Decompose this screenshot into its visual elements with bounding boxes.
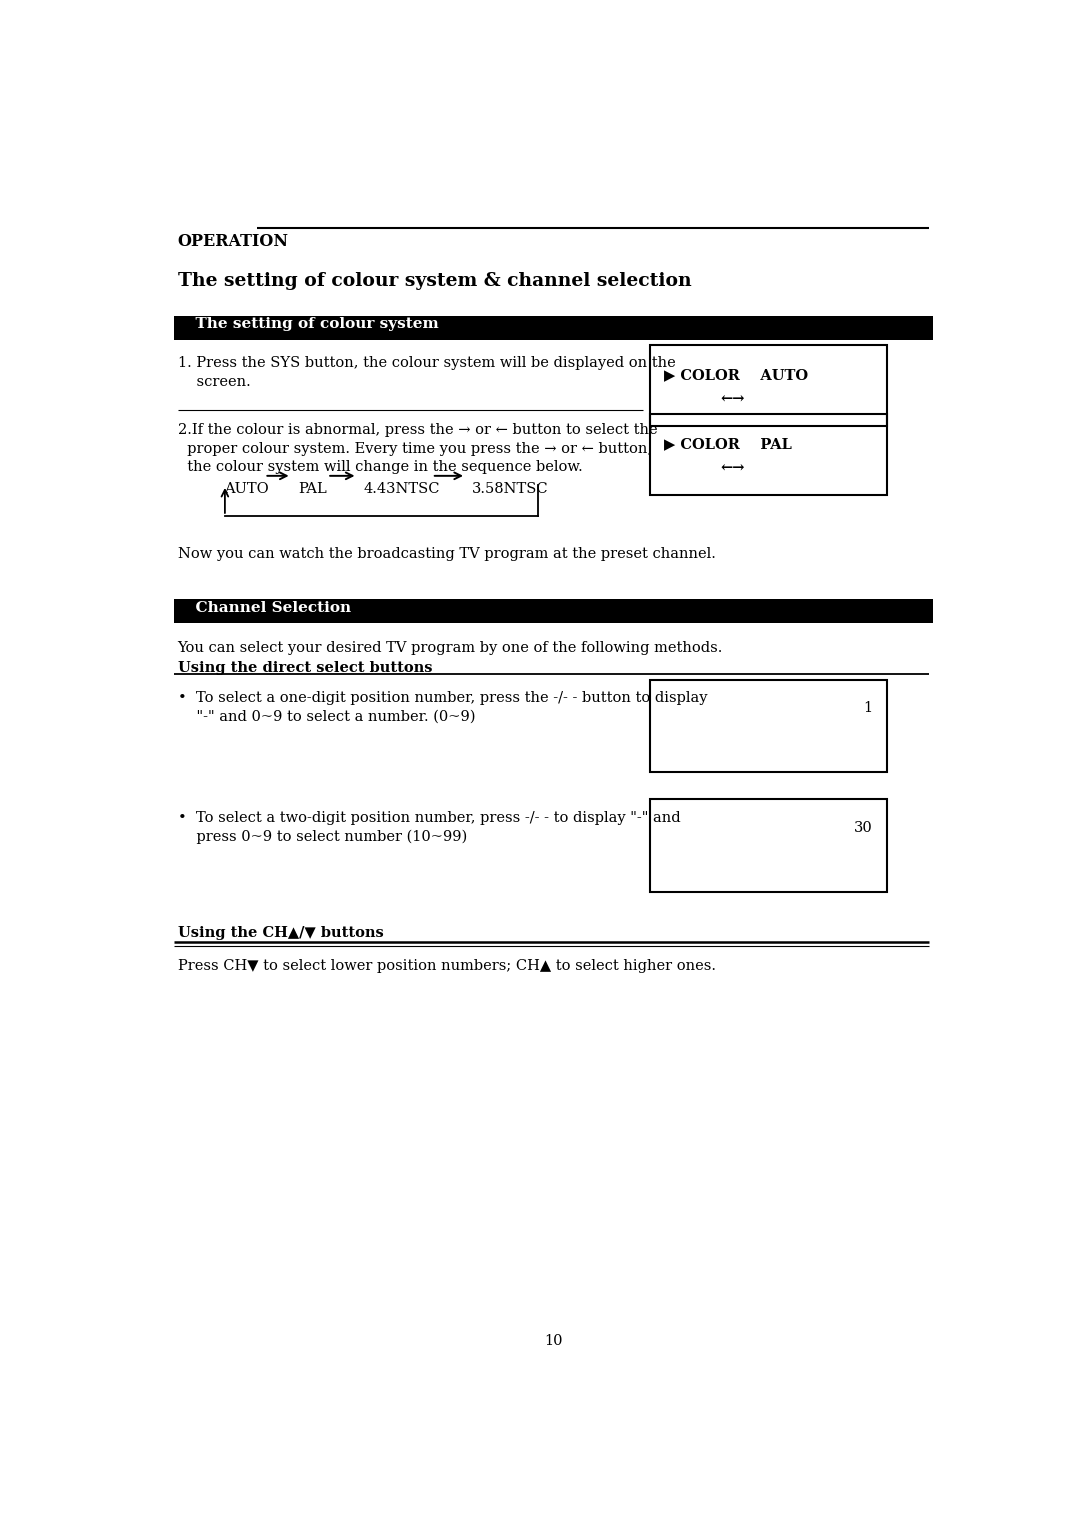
Bar — [650, 680, 887, 773]
Bar — [174, 599, 933, 623]
Text: Press CH▼ to select lower position numbers; CH▲ to select higher ones.: Press CH▼ to select lower position numbe… — [177, 959, 716, 973]
Text: 1. Press the SYS button, the colour system will be displayed on the: 1. Press the SYS button, the colour syst… — [177, 356, 675, 371]
Text: proper colour system. Every time you press the → or ← button,: proper colour system. Every time you pre… — [177, 441, 651, 457]
Bar — [650, 345, 887, 426]
Text: 4.43NTSC: 4.43NTSC — [364, 483, 441, 496]
Text: ▶ COLOR    PAL: ▶ COLOR PAL — [664, 437, 793, 452]
Text: 30: 30 — [854, 822, 873, 835]
Text: Channel Selection: Channel Selection — [186, 600, 351, 614]
Text: •  To select a two-digit position number, press -/- - to display "-" and: • To select a two-digit position number,… — [177, 811, 680, 825]
Text: Using the CH▲/▼ buttons: Using the CH▲/▼ buttons — [177, 927, 383, 941]
Text: The setting of colour system: The setting of colour system — [186, 318, 440, 331]
Text: the colour system will change in the sequence below.: the colour system will change in the seq… — [177, 461, 582, 475]
Text: PAL: PAL — [298, 483, 326, 496]
Text: 2.If the colour is abnormal, press the → or ← button to select the: 2.If the colour is abnormal, press the →… — [177, 423, 658, 437]
Text: ←→: ←→ — [720, 463, 744, 476]
Text: ←→: ←→ — [720, 392, 744, 406]
Text: screen.: screen. — [177, 376, 251, 389]
Text: 3.58NTSC: 3.58NTSC — [472, 483, 549, 496]
Text: 10: 10 — [544, 1335, 563, 1348]
Bar — [650, 799, 887, 892]
Text: "-" and 0~9 to select a number. (0~9): "-" and 0~9 to select a number. (0~9) — [177, 710, 475, 724]
Text: •  To select a one-digit position number, press the -/- - button to display: • To select a one-digit position number,… — [177, 692, 707, 705]
Text: press 0~9 to select number (10~99): press 0~9 to select number (10~99) — [177, 829, 467, 843]
Text: 1: 1 — [864, 701, 873, 716]
Bar — [650, 414, 887, 495]
Text: AUTO: AUTO — [225, 483, 269, 496]
Text: Using the direct select buttons: Using the direct select buttons — [177, 661, 432, 675]
Bar — [174, 316, 933, 339]
Text: Now you can watch the broadcasting TV program at the preset channel.: Now you can watch the broadcasting TV pr… — [177, 547, 715, 560]
Text: ▶ COLOR    AUTO: ▶ COLOR AUTO — [664, 368, 809, 382]
Text: The setting of colour system & channel selection: The setting of colour system & channel s… — [177, 272, 691, 290]
Text: You can select your desired TV program by one of the following methods.: You can select your desired TV program b… — [177, 641, 723, 655]
Text: OPERATION: OPERATION — [177, 234, 288, 250]
